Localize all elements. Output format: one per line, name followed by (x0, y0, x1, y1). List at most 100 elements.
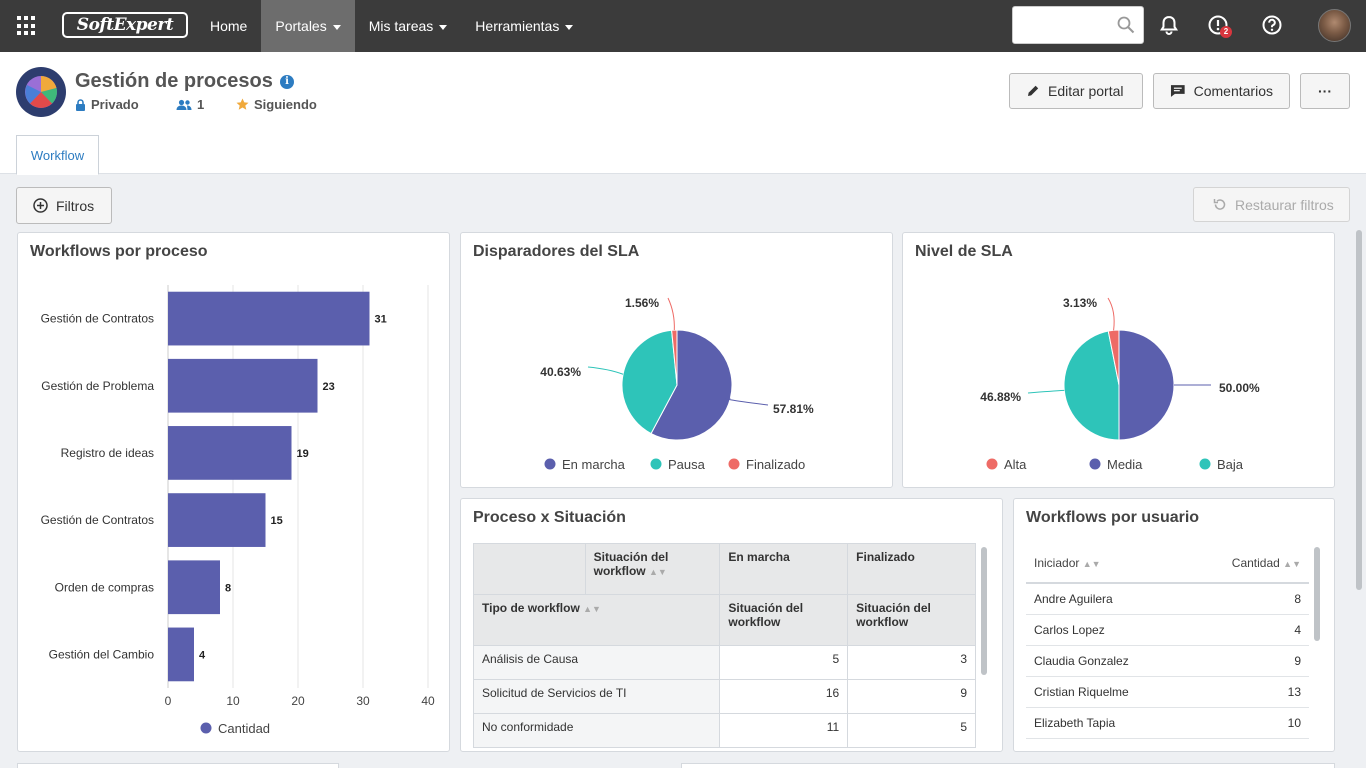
table-row: Claudia Gonzalez 9 (1026, 645, 1309, 677)
subheader-finalizado: Situación del workflow (847, 594, 976, 646)
sort-icon[interactable]: ▲▼ (583, 604, 601, 614)
filters-label: Filtros (56, 197, 95, 214)
sort-icon[interactable]: ▲▼ (649, 567, 667, 577)
filters-button[interactable]: Filtros (16, 187, 112, 224)
category-label: Orden de compras (55, 580, 154, 594)
legend-label[interactable]: Cantidad (218, 721, 270, 736)
subheader-en-marcha: Situación del workflow (719, 594, 849, 646)
pie-chart: 50.00% 46.88% 3.13% Alta Media Baja (980, 296, 1260, 472)
category-label: Gestión de Contratos (41, 513, 154, 527)
x-tick-label: 10 (226, 694, 240, 708)
bar[interactable] (168, 627, 194, 682)
restore-filters-label: Restaurar filtros (1235, 196, 1334, 213)
pie-value-label: 40.63% (540, 365, 581, 379)
info-icon[interactable]: i (280, 75, 294, 89)
panel-title: Proceso x Situación (473, 509, 626, 526)
header-cantidad[interactable]: Cantidad ▲▼ (1185, 543, 1309, 584)
pie-slice[interactable] (1063, 330, 1120, 441)
page-scrollbar[interactable] (1356, 230, 1362, 590)
privacy-label: Privado (91, 97, 139, 112)
legend-swatch[interactable] (1199, 458, 1211, 470)
alerts-icon[interactable]: 2 (1207, 14, 1232, 38)
bar[interactable] (168, 560, 220, 615)
notification-badge: 2 (1220, 26, 1232, 38)
edit-portal-button[interactable]: Editar portal (1009, 73, 1143, 109)
legend-swatch[interactable] (986, 458, 998, 470)
search-box[interactable] (1012, 6, 1144, 44)
panel-title: Workflows por usuario (1026, 509, 1200, 526)
nav-item-portales[interactable]: Portales (261, 0, 355, 52)
members-count[interactable]: 1 (176, 97, 204, 112)
category-label: Gestión de Problema (41, 379, 154, 393)
plus-circle-icon (33, 198, 48, 213)
sort-icon[interactable]: ▲▼ (1283, 558, 1301, 569)
legend-swatch[interactable] (650, 458, 662, 470)
bar[interactable] (168, 426, 292, 480)
pie-slice[interactable] (671, 329, 678, 386)
bar[interactable] (168, 358, 318, 413)
header-situacion[interactable]: Situación del workflow ▲▼ (584, 543, 721, 595)
table-scrollbar[interactable] (981, 547, 987, 675)
sort-icon[interactable]: ▲▼ (1082, 558, 1101, 569)
panel-title: Workflows por proceso (30, 243, 208, 260)
pie-slice[interactable] (621, 329, 678, 435)
notification-bell-icon[interactable] (1158, 14, 1182, 38)
bar[interactable] (168, 291, 370, 346)
star-icon (236, 98, 249, 110)
cell-finalizado: 9 (847, 679, 976, 714)
bar-value-label: 19 (297, 448, 309, 460)
table-row: Elizabeth Tapia 10 (1026, 707, 1309, 739)
page-title: Gestión de procesos (75, 70, 273, 92)
cell-cantidad: 9 (1185, 645, 1309, 677)
legend-label[interactable]: Baja (1217, 457, 1244, 472)
header-iniciador[interactable]: Iniciador ▲▼ (1026, 543, 1186, 584)
nav-item-herramientas[interactable]: Herramientas (461, 0, 587, 52)
undo-icon (1213, 199, 1226, 210)
x-tick-label: 30 (356, 694, 370, 708)
bar[interactable] (168, 493, 266, 547)
more-options-button[interactable]: ··· (1300, 73, 1350, 109)
header-tipo-workflow[interactable]: Tipo de workflow ▲▼ (472, 594, 721, 646)
apps-grid-icon[interactable] (17, 16, 37, 36)
help-icon[interactable] (1261, 14, 1285, 38)
softexpert-logo[interactable]: SoftExpert (62, 12, 188, 38)
table-row: Solicitud de Servicios de TI 16 9 (472, 679, 976, 714)
portal-pie-icon (16, 67, 66, 117)
pie-slice[interactable] (1107, 329, 1120, 386)
tab-workflow[interactable]: Workflow (16, 135, 99, 175)
nav-item-mis-tareas[interactable]: Mis tareas (355, 0, 462, 52)
nav-item-home[interactable]: Home (196, 0, 261, 52)
header-finalizado: Finalizado (847, 543, 976, 595)
legend-swatch[interactable] (200, 722, 212, 734)
nav-item-label: Mis tareas (368, 18, 434, 34)
legend-label[interactable]: Finalizado (746, 457, 805, 472)
cell-cantidad: 10 (1185, 707, 1309, 739)
category-label: Registro de ideas (61, 446, 154, 460)
user-avatar[interactable] (1318, 9, 1351, 42)
search-input[interactable] (1019, 8, 1115, 42)
table-row: No conformidade 11 5 (472, 713, 976, 748)
legend-swatch[interactable] (544, 458, 556, 470)
legend-label[interactable]: En marcha (562, 457, 626, 472)
legend-swatch[interactable] (728, 458, 740, 470)
bar-value-label: 4 (199, 649, 206, 661)
pie-slice[interactable] (1118, 329, 1175, 441)
cell-cantidad: 8 (1185, 583, 1309, 615)
legend-swatch[interactable] (1089, 458, 1101, 470)
legend-label[interactable]: Pausa (668, 457, 706, 472)
pie-value-label: 1.56% (625, 296, 659, 310)
restore-filters-button[interactable]: Restaurar filtros (1193, 187, 1350, 222)
comments-button[interactable]: Comentarios (1153, 73, 1290, 109)
pie-leader-line (725, 397, 769, 406)
category-label: Gestión del Cambio (49, 647, 155, 661)
cell-en-marcha: 5 (719, 645, 849, 680)
cell-finalizado: 5 (847, 713, 976, 748)
cell-en-marcha: 11 (719, 713, 849, 748)
legend-label[interactable]: Media (1107, 457, 1143, 472)
workflows-por-usuario-panel: Workflows por usuario Iniciador ▲▼ Canti… (1013, 498, 1335, 752)
pie-chart: 57.81% 40.63% 1.56% En marcha Pausa Finalizad… (540, 296, 814, 472)
search-icon[interactable] (1117, 16, 1135, 34)
following-status[interactable]: Siguiendo (236, 97, 317, 112)
table-scrollbar[interactable] (1314, 547, 1320, 641)
legend-label[interactable]: Alta (1004, 457, 1027, 472)
